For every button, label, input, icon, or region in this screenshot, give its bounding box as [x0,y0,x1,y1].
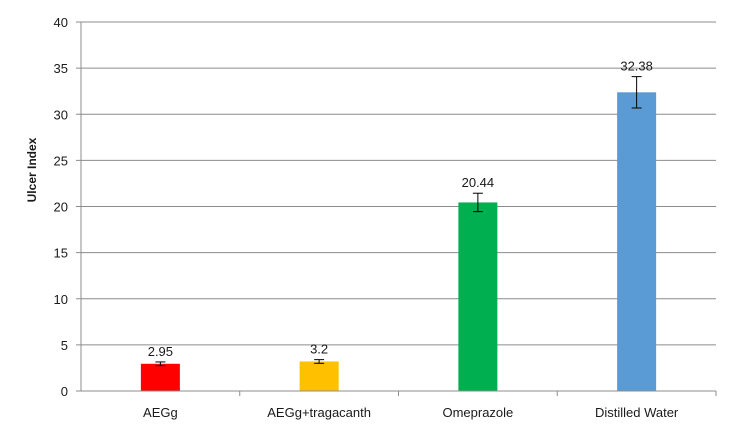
y-tick-label: 35 [54,61,68,76]
bar [299,361,339,391]
y-tick-label: 10 [54,292,68,307]
y-tick-label: 20 [54,200,68,215]
y-tick-label: 15 [54,246,68,261]
x-tick-label: AEGg [143,405,178,420]
gridlines [81,21,716,346]
data-label: 32.38 [620,59,653,74]
y-tick-label: 25 [54,153,68,168]
y-tick-label: 40 [54,15,68,30]
bars: 2.95 3.2 20.44 32.38 [140,59,657,392]
x-tick-label: AEGg+tragacanth [267,405,371,420]
data-label: 2.95 [148,344,173,359]
x-axis: AEGg AEGg+tragacanth Omeprazole Distilled W… [81,390,717,420]
bar [458,202,498,391]
y-axis: 0 5 10 15 20 25 30 35 40 [54,15,82,399]
y-tick-label: 0 [61,384,68,399]
y-axis-label: Ulcer Index [25,137,39,202]
y-tick-label: 30 [54,107,68,122]
x-tick-label: Distilled Water [595,405,679,420]
x-tick-label: Omeprazole [442,405,513,420]
bar [140,363,180,391]
bar [617,92,657,392]
data-label: 20.44 [462,175,495,190]
data-label: 3.2 [310,342,328,357]
y-tick-label: 5 [61,338,68,353]
